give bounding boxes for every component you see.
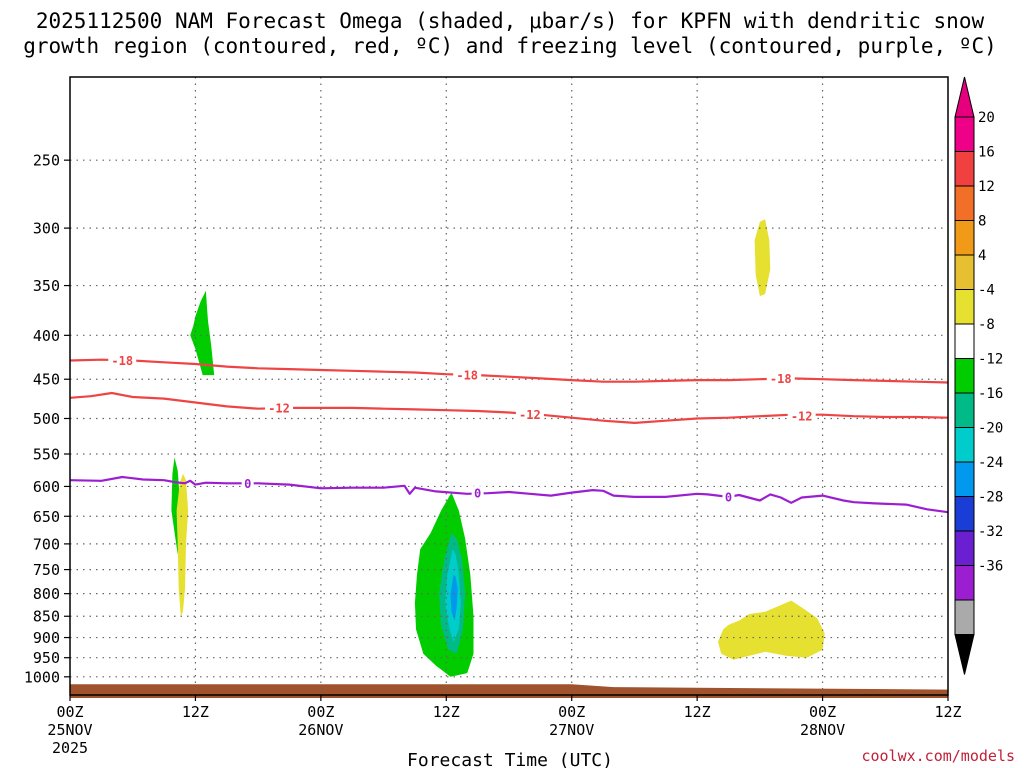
contour-label-bg (108, 353, 137, 368)
x-tick-date: 28NOV (800, 721, 845, 739)
contour-label: -12 (791, 410, 813, 424)
colorbar-bin-13 (954, 565, 975, 601)
y-tick-label: 700 (33, 535, 60, 553)
colorbar-label: 4 (978, 248, 986, 264)
y-tick-label: 250 (33, 152, 60, 170)
x-tick-time: 12Z (433, 703, 460, 721)
colorbar-label: -28 (978, 490, 1003, 506)
y-tick-label: 800 (33, 585, 60, 603)
colorbar-bin-10 (954, 461, 975, 497)
colorbar-bin-7 (954, 358, 975, 394)
y-tick-label: 300 (33, 220, 60, 238)
colorbar-label: -12 (978, 352, 1003, 368)
contour-label-bg (453, 368, 482, 383)
colorbar-label: -4 (978, 283, 995, 299)
contour-label-bg (766, 371, 795, 386)
y-tick-label: 400 (33, 327, 60, 345)
colorbar-bin-6 (954, 323, 975, 359)
x-tick-time: 12Z (934, 703, 961, 721)
x-tick-time: 00Z (809, 703, 836, 721)
colorbar-label: 20 (978, 110, 995, 126)
x-tick-time: 12Z (182, 703, 209, 721)
colorbar-bin-11 (954, 496, 975, 532)
contour-label-bg (241, 476, 254, 491)
ground-terrain (70, 684, 948, 698)
contour-label: 0 (725, 490, 732, 504)
contour-label: 0 (474, 487, 481, 501)
contour-label: -12 (519, 408, 541, 422)
credit-link[interactable]: coolwx.com/models (861, 747, 1015, 765)
x-tick-date: 27NOV (549, 721, 594, 739)
y-tick-label: 900 (33, 629, 60, 647)
y-tick-label: 650 (33, 508, 60, 526)
contour-label: -12 (268, 401, 290, 415)
contour-label-bg (722, 489, 735, 504)
y-tick-label: 950 (33, 649, 60, 667)
colorbar-label: 16 (978, 145, 995, 161)
colorbar-bin-14 (954, 599, 975, 635)
chart-title-line-2: growth region (contoured, red, ºC) and f… (23, 34, 997, 58)
contour-label-bg (265, 400, 294, 415)
colorbar-bin-3 (954, 220, 975, 256)
colorbar-bin-1 (954, 151, 975, 187)
x-tick-year: 2025 (52, 739, 88, 757)
colorbar-bin-0 (954, 116, 975, 152)
x-tick-time: 00Z (558, 703, 585, 721)
y-tick-label: 450 (33, 371, 60, 389)
colorbar-label: -8 (978, 317, 995, 333)
colorbar-bin-2 (954, 185, 975, 221)
contour-label: -18 (111, 354, 133, 368)
plot-frame (69, 76, 949, 696)
contour-label-bg (515, 407, 544, 422)
y-tick-label: 750 (33, 561, 60, 579)
contour-label: 0 (244, 477, 251, 491)
y-tick-label: 600 (33, 478, 60, 496)
contour-line-2 (69, 475, 949, 514)
colorbar: 20 16 12 8 4 -4 -8 -12 -16 -20 -24 -28 -32 -36 (954, 76, 1003, 675)
chart-title-line-1: 2025112500 NAM Forecast Omega (shaded, μ… (36, 9, 985, 33)
contour-label: -18 (456, 369, 478, 383)
x-tick-date: 26NOV (298, 721, 343, 739)
omega-shade-0 (190, 290, 215, 376)
colorbar-bin-5 (954, 289, 975, 325)
omega-shade-6 (450, 574, 458, 621)
colorbar-end-bottom (954, 634, 975, 675)
contour-label-bg (471, 486, 484, 501)
x-axis-title: Forecast Time (UTC) (407, 750, 613, 768)
colorbar-bin-4 (954, 254, 975, 290)
colorbar-bin-9 (954, 427, 975, 463)
plot-area: -18 -18 -18 -12 -12 -12 0 0 0 250 300 350 400 450 500 5… (24, 76, 962, 757)
colorbar-label: 12 (978, 179, 995, 195)
colorbar-label: -24 (978, 455, 1003, 471)
omega-shade-7 (754, 219, 771, 297)
omega-shade-8 (718, 600, 825, 660)
contour-line-1 (69, 391, 949, 424)
x-tick-time: 00Z (307, 703, 334, 721)
x-tick-date: 25NOV (47, 721, 92, 739)
colorbar-label: -36 (978, 559, 1003, 575)
y-tick-label: 550 (33, 446, 60, 464)
colorbar-label: -16 (978, 386, 1003, 402)
colorbar-bin-12 (954, 530, 975, 566)
y-tick-label: 500 (33, 410, 60, 428)
colorbar-label: 8 (978, 214, 986, 230)
omega-shade-2 (176, 473, 189, 617)
y-tick-label: 350 (33, 277, 60, 295)
colorbar-bin-8 (954, 392, 975, 428)
y-tick-label: 1000 (24, 668, 60, 686)
colorbar-label: -20 (978, 421, 1003, 437)
y-tick-label: 850 (33, 608, 60, 626)
x-tick-time: 12Z (684, 703, 711, 721)
contour-line-0 (69, 358, 949, 384)
contour-label: -18 (770, 372, 792, 386)
x-tick-time: 00Z (56, 703, 83, 721)
colorbar-label: -32 (978, 524, 1003, 540)
colorbar-end-top (954, 76, 975, 118)
contour-label-bg (787, 409, 816, 424)
